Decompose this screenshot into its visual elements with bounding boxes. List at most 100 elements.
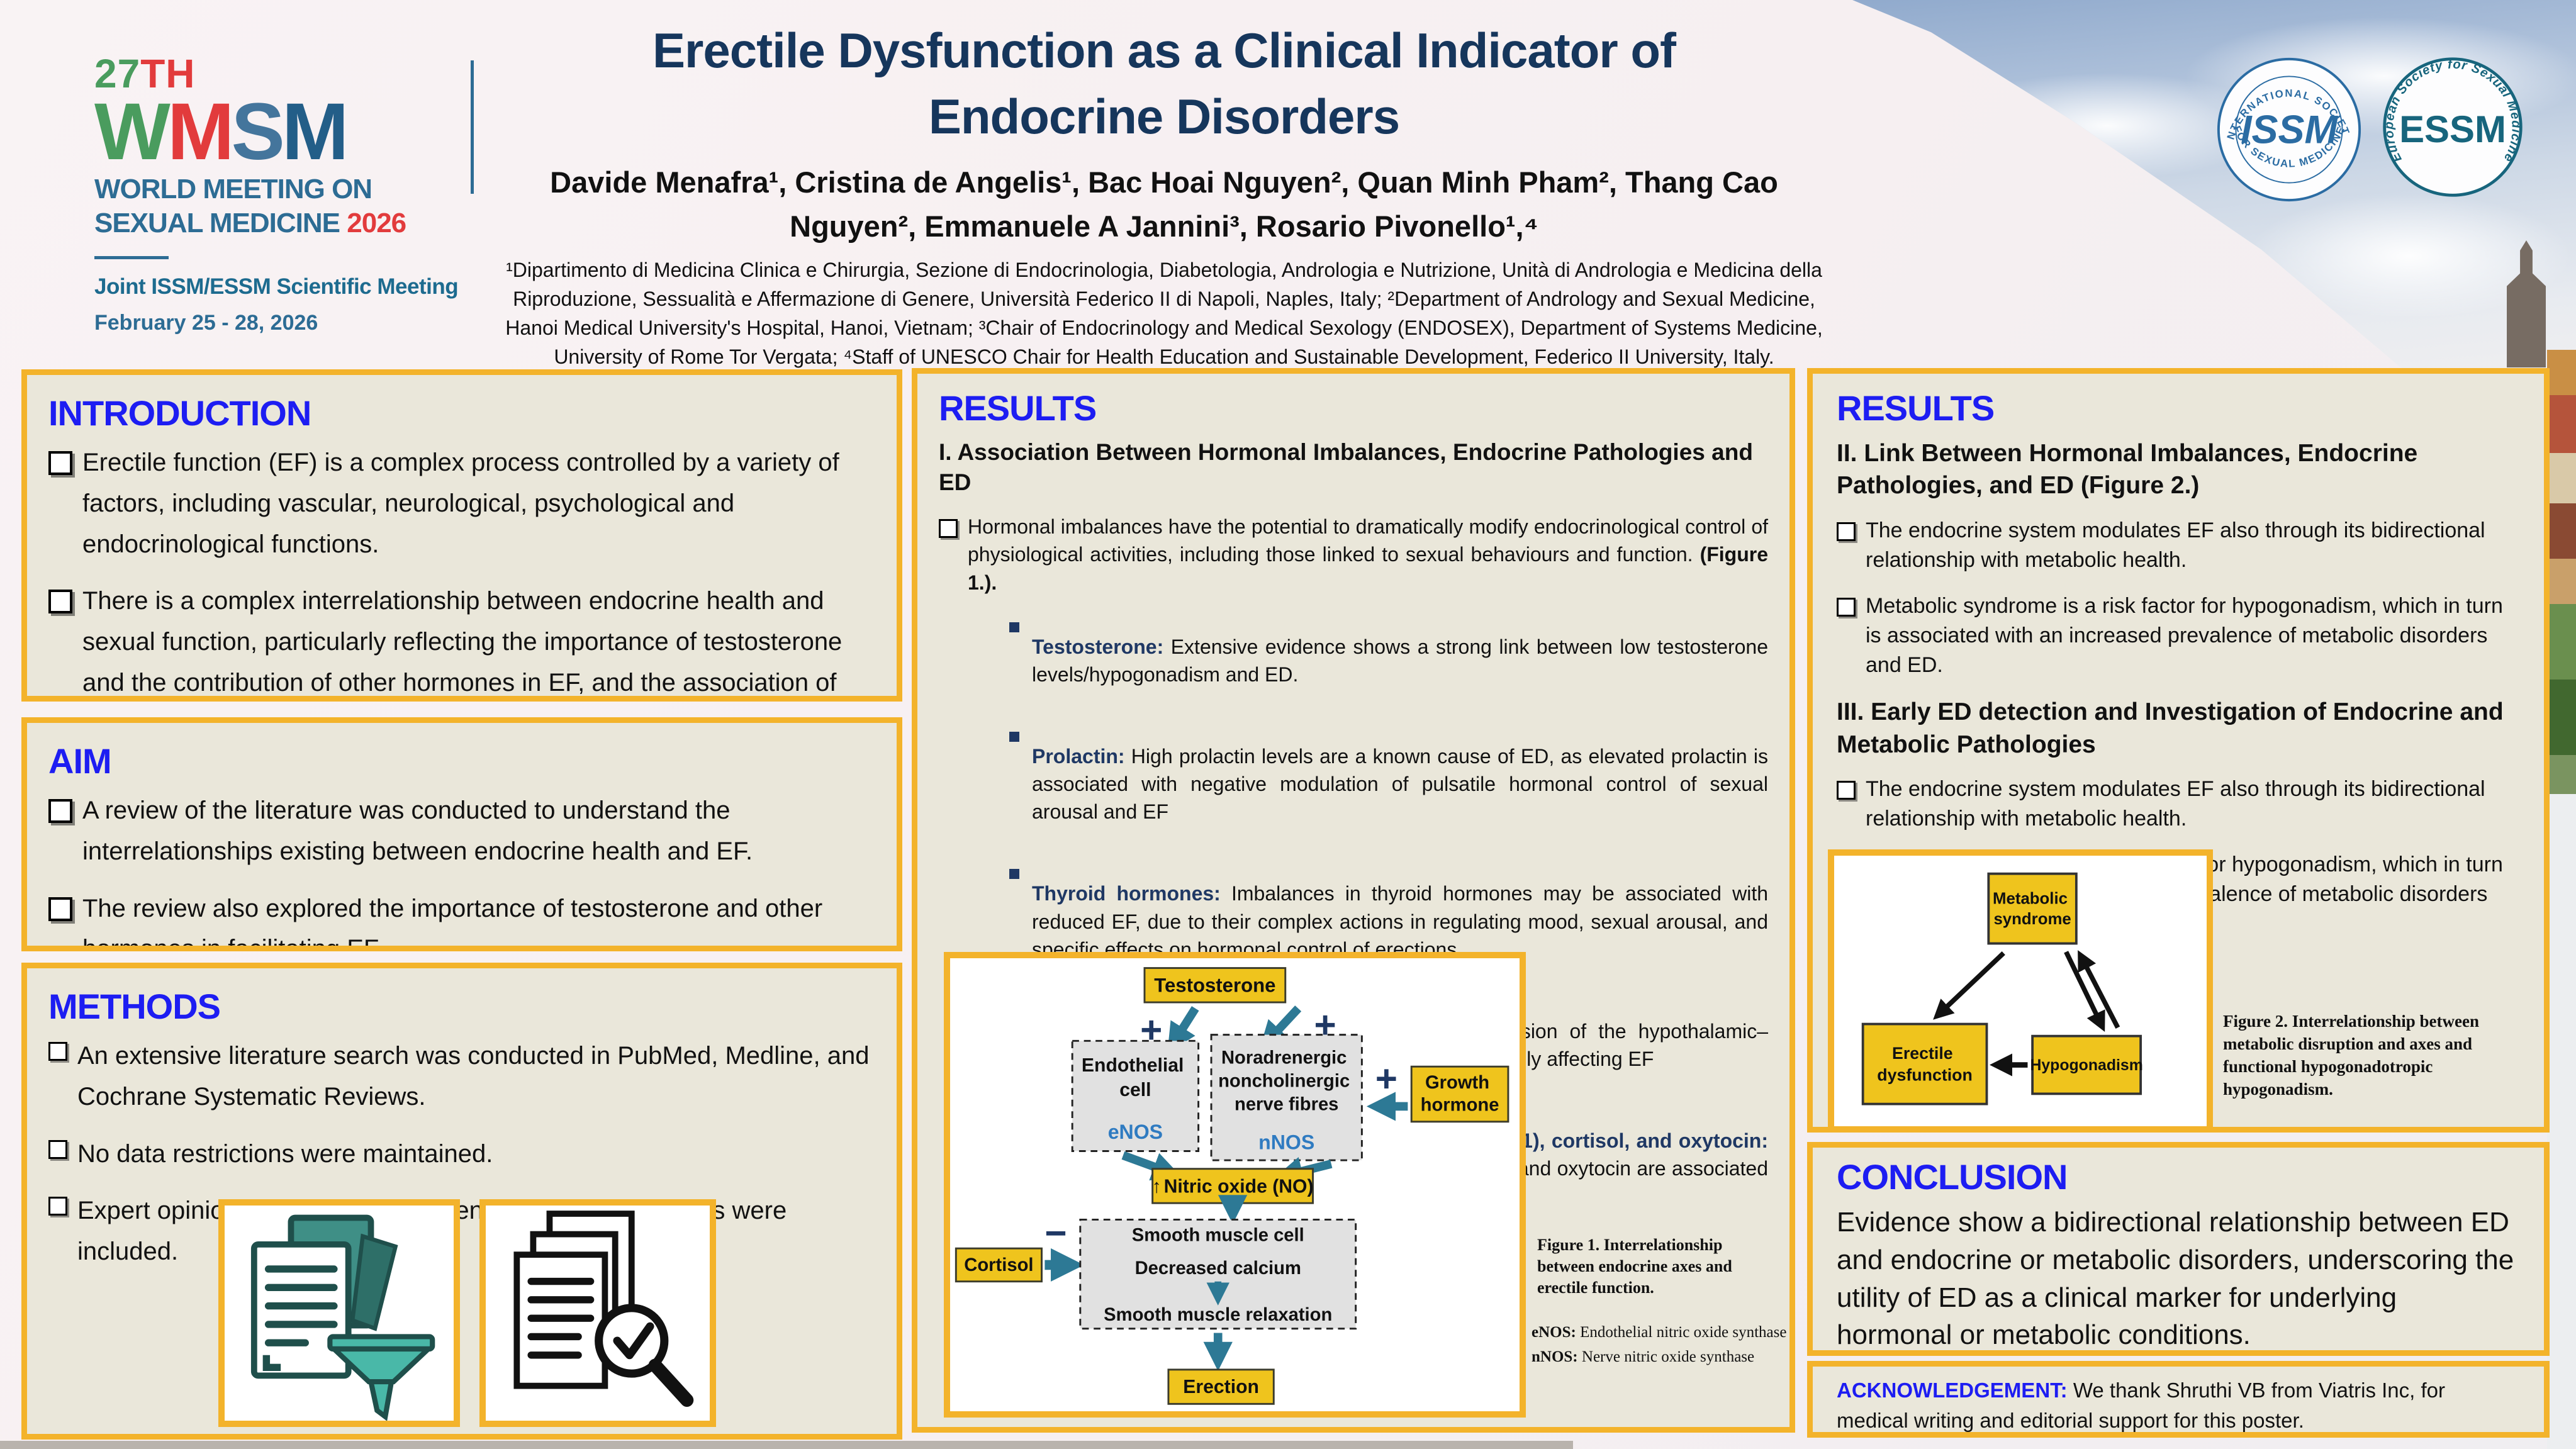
logo-divider <box>471 60 474 194</box>
title-block: Erectile Dysfunction as a Clinical Indic… <box>484 18 1844 371</box>
results-bullet: Metabolic syndrome is a risk factor for … <box>1866 593 2503 677</box>
arrow <box>2064 951 2105 1032</box>
aim-panel: AIM A review of the literature was condu… <box>21 717 902 951</box>
essm-badge: European Society for Sexual Medicine ESS… <box>2382 57 2523 197</box>
svg-text:Smooth muscle cell: Smooth muscle cell <box>1132 1226 1304 1246</box>
methods-heading: METHODS <box>48 987 221 1026</box>
hormone-item: Prolactin: High prolactin levels are a k… <box>1009 722 1768 846</box>
svg-text:Cortisol: Cortisol <box>964 1255 1033 1275</box>
arrow <box>2078 950 2120 1029</box>
testosterone-node <box>1143 967 1287 1004</box>
growth-hormone-node <box>1410 1065 1509 1123</box>
list-item: An extensive literature search was condu… <box>48 1036 873 1117</box>
results-panel-1: RESULTS I. Association Between Hormonal … <box>912 368 1795 1433</box>
nerve-fibres-node <box>1210 1034 1363 1161</box>
methods-bullet: An extensive literature search was condu… <box>77 1042 870 1111</box>
wmsm-line1: WORLD MEETING ON <box>94 174 372 204</box>
results-bullet: The endocrine system modulates EF also t… <box>1866 777 2485 831</box>
svg-text:Erectile dysfunction: Erectile dysfunction <box>1877 1044 1973 1084</box>
poster-title-line1: Erectile Dysfunction as a Clinical Indic… <box>652 23 1676 78</box>
footnote: eNOS: Endothelial nitric oxide synthase <box>1532 1324 1787 1341</box>
footnote: nNOS: Nerve nitric oxide synthase <box>1532 1348 1755 1365</box>
wmsm-27th: 27TH <box>94 51 196 96</box>
poster-title-line2: Endocrine Disorders <box>928 89 1400 145</box>
acknowledgement-text: ACKNOWLEDGEMENT: We thank Shruthi VB fro… <box>1837 1379 2446 1432</box>
svg-text:Noradrenergic noncholi: Noradrenergic noncholinergic nerve fibre… <box>1218 1048 1355 1114</box>
figure-1-caption: Figure 1. Interrelationship between endo… <box>1537 1236 1732 1297</box>
literature-filter-icon <box>218 1199 460 1427</box>
svg-text:nNOS: nNOS <box>1258 1131 1314 1154</box>
figure-1-footnotes: eNOS: Endothelial nitric oxide synthase … <box>1532 1321 1789 1370</box>
minus-icon: − <box>1044 1211 1067 1254</box>
list-item: A review of the literature was conducted… <box>48 790 873 872</box>
figure-1-diagram: Testosterone + + Endothelial cell eNOS N… <box>944 952 1526 1418</box>
hormone-text: Testosterone: Extensive evidence shows a… <box>1032 635 1768 686</box>
list-item: Metabolic syndrome is a risk factor for … <box>1837 591 2519 680</box>
metabolic-syndrome-node <box>1987 872 2078 945</box>
smooth-muscle-node <box>1079 1219 1357 1330</box>
wmsm-logo: 27TH WMSM WORLD MEETING ON SEXUAL MEDICI… <box>94 50 497 335</box>
list-item: There is a complex interrelationship bet… <box>48 581 873 696</box>
small-square-bullet-icon <box>1009 622 1019 632</box>
hormone-text: Prolactin: High prolactin levels are a k… <box>1032 744 1768 824</box>
svg-text:Decreased calcium: Decreased calcium <box>1135 1258 1301 1278</box>
plus-icon: + <box>1375 1057 1397 1100</box>
list-item: The review also explored the importance … <box>48 888 873 951</box>
list-item: No data restrictions were maintained. <box>48 1134 873 1175</box>
erection-node <box>1167 1368 1275 1405</box>
results-heading: RESULTS <box>1837 388 1995 428</box>
figure-2-diagram: Metabolic syndrome Erectile dysfunction … <box>1828 849 2213 1127</box>
results-heading: RESULTS <box>939 388 1097 428</box>
small-square-bullet-icon <box>1009 869 1019 880</box>
figure-2-caption: Figure 2. Interrelationship between meta… <box>2223 1012 2479 1099</box>
conclusion-heading: CONCLUSION <box>1837 1157 2068 1197</box>
list-item: Erectile function (EF) is a complex proc… <box>48 442 873 564</box>
cortisol-node <box>955 1247 1043 1283</box>
square-bullet-icon <box>48 1042 67 1061</box>
introduction-heading: INTRODUCTION <box>48 393 311 433</box>
list-item: Expert opinion, consensus statements, an… <box>48 1190 873 1272</box>
conclusion-text: Evidence show a bidirectional relationsh… <box>1837 1207 2514 1351</box>
square-bullet-icon <box>48 590 72 614</box>
hormone-text: Thyroid hormones: Imbalances in thyroid … <box>1032 882 1769 961</box>
results-subheading-3: III. Early ED detection and Investigatio… <box>1837 698 2504 758</box>
hormone-item: Testosterone: Extensive evidence shows a… <box>1009 613 1768 708</box>
meeting-dates: February 25 - 28, 2026 <box>94 311 318 335</box>
results-bullet: The endocrine system modulates EF also t… <box>1866 518 2485 572</box>
methods-bullet: Expert opinion, consensus statements, an… <box>77 1197 787 1266</box>
conclusion-panel: CONCLUSION Evidence show a bidirectional… <box>1807 1142 2550 1356</box>
essm-badge-abbr: ESSM <box>2399 108 2506 150</box>
list-item: The endocrine system modulates EF also t… <box>1837 516 2519 575</box>
aim-bullet: The review also explored the importance … <box>82 894 823 951</box>
issm-badge: INTERNATIONAL SOCIETY FOR SEXUAL MEDICIN… <box>2215 55 2361 202</box>
logo-rule <box>94 256 169 260</box>
square-bullet-icon <box>939 519 958 539</box>
square-bullet-icon <box>48 799 72 823</box>
svg-text:Testosterone: Testosterone <box>1154 975 1275 997</box>
aim-bullet: A review of the literature was conducted… <box>82 797 753 865</box>
issm-badge-abbr: ISSM <box>2241 108 2338 152</box>
document-review-icon <box>479 1199 716 1427</box>
svg-text:Growth hormone: Growth hormone <box>1421 1073 1499 1115</box>
arrow <box>1167 1006 1199 1053</box>
square-bullet-icon <box>48 897 72 921</box>
arrow <box>1933 951 2005 1020</box>
hypogonadism-node <box>2031 1034 2142 1095</box>
svg-text:↑Nitric oxide (NO): ↑ Nitric oxide (NO) <box>1152 1177 1314 1197</box>
square-bullet-icon <box>1837 781 1856 800</box>
photo-edge-strip <box>2547 350 2576 1449</box>
small-square-bullet-icon <box>1009 731 1019 742</box>
meeting-name: Joint ISSM/ESSM Scientific Meeting <box>94 274 459 299</box>
list-item: The endocrine system modulates EF also t… <box>1837 775 2519 834</box>
results-subheading-2: II. Link Between Hormonal Imbalances, En… <box>1837 440 2418 500</box>
svg-text:Erection: Erection <box>1183 1377 1259 1397</box>
erectile-dysfunction-node <box>1861 1022 1988 1105</box>
svg-text:Smooth muscle relaxation: Smooth muscle relaxation <box>1104 1305 1332 1325</box>
svg-text:Hypogonadism: Hypogonadism <box>2030 1057 2142 1074</box>
bottom-photo-edge <box>0 1441 1573 1449</box>
acknowledgement-panel: ACKNOWLEDGEMENT: We thank Shruthi VB fro… <box>1807 1361 2550 1438</box>
square-bullet-icon <box>48 1197 67 1216</box>
methods-bullet: No data restrictions were maintained. <box>77 1139 493 1168</box>
svg-text:Endothelial cell: Endothelial cell <box>1082 1055 1189 1100</box>
